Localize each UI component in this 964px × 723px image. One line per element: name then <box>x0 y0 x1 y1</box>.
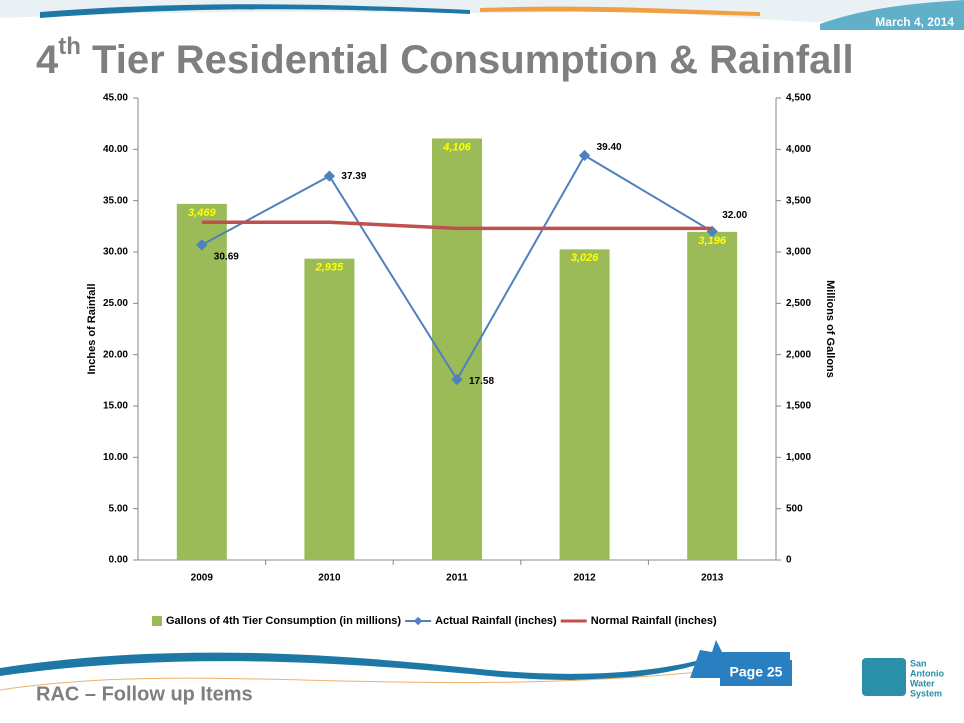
bar <box>559 249 610 560</box>
x-tick-label: 2010 <box>318 573 341 584</box>
legend-label: Normal Rainfall (inches) <box>591 615 717 627</box>
y-tick-label: 25.00 <box>103 298 128 309</box>
logo-text: Water <box>910 678 935 688</box>
y2-tick-label: 3,500 <box>786 195 811 206</box>
logo-mark <box>862 658 906 696</box>
bar-label: 3,026 <box>571 252 599 264</box>
top-stripe-orange <box>480 6 760 17</box>
point-label: 17.58 <box>469 376 494 387</box>
marker <box>323 170 336 182</box>
y2-tick-label: 1,000 <box>786 452 811 463</box>
logo-text: San <box>910 658 927 668</box>
logo-text: System <box>910 688 942 698</box>
footer: RAC – Follow up Items <box>36 683 253 705</box>
page-number: Page 25 <box>730 664 783 680</box>
y2-tick-label: 3,000 <box>786 247 811 258</box>
y2-tick-label: 2,000 <box>786 349 811 360</box>
y-tick-label: 0.00 <box>109 555 129 566</box>
marker <box>451 373 463 386</box>
line <box>201 220 713 231</box>
y-tick-label: 45.00 <box>103 93 128 104</box>
marker <box>196 239 208 251</box>
top-stripe <box>40 4 470 18</box>
bottom-wave <box>0 652 700 680</box>
date: March 4, 2014 <box>875 15 954 29</box>
y2-tick-label: 4,000 <box>786 144 811 155</box>
legend-swatch <box>152 616 162 626</box>
x-tick-label: 2009 <box>191 573 214 584</box>
point-label: 37.39 <box>341 171 366 182</box>
y-tick-label: 40.00 <box>103 144 128 155</box>
bottom-line <box>0 671 701 691</box>
title-part: Tier Residential Consumption & Rainfall <box>81 38 854 82</box>
x-tick-label: 2012 <box>573 573 596 584</box>
bar-label: 4,106 <box>442 141 471 153</box>
y2-tick-label: 2,500 <box>786 298 811 309</box>
marker <box>578 149 591 162</box>
y-tick-label: 10.00 <box>103 452 128 463</box>
logo-text: Antonio <box>910 668 944 678</box>
legend-marker <box>413 616 423 626</box>
y2-tick-label: 1,500 <box>786 401 811 412</box>
y-tick-label: 20.00 <box>103 349 128 360</box>
y2-tick-label: 500 <box>786 503 803 514</box>
y2-tick-label: 0 <box>786 555 792 566</box>
y2-tick-label: 4,500 <box>786 93 811 104</box>
bar-label: 2,935 <box>315 262 344 274</box>
bar <box>176 203 227 560</box>
x-tick-label: 2011 <box>446 573 468 584</box>
x-tick-label: 2013 <box>701 573 724 584</box>
y2-axis-label: Millions of Gallons <box>824 280 836 378</box>
title-part: 4 <box>36 38 59 82</box>
point-label: 32.00 <box>722 210 747 221</box>
y-tick-label: 5.00 <box>109 503 129 514</box>
slide-title: 4th Tier Residential Consumption & Rainf… <box>36 33 854 81</box>
bar-label: 3,469 <box>188 207 216 219</box>
y-tick-label: 30.00 <box>103 247 128 258</box>
bar <box>304 258 355 560</box>
date-tab <box>820 0 964 30</box>
legend-label: Gallons of 4th Tier Consumption (in mill… <box>166 615 401 627</box>
title-superscript: th <box>58 33 81 60</box>
bar <box>687 231 738 561</box>
page-box <box>720 660 792 686</box>
legend-label: Actual Rainfall (inches) <box>435 615 557 627</box>
point-label: 30.69 <box>214 252 239 263</box>
y-tick-label: 15.00 <box>103 401 128 412</box>
y-tick-label: 35.00 <box>103 195 128 206</box>
bar-label: 3,196 <box>698 235 726 247</box>
point-label: 39.40 <box>597 142 622 153</box>
y-axis-label: Inches of Rainfall <box>86 283 98 374</box>
